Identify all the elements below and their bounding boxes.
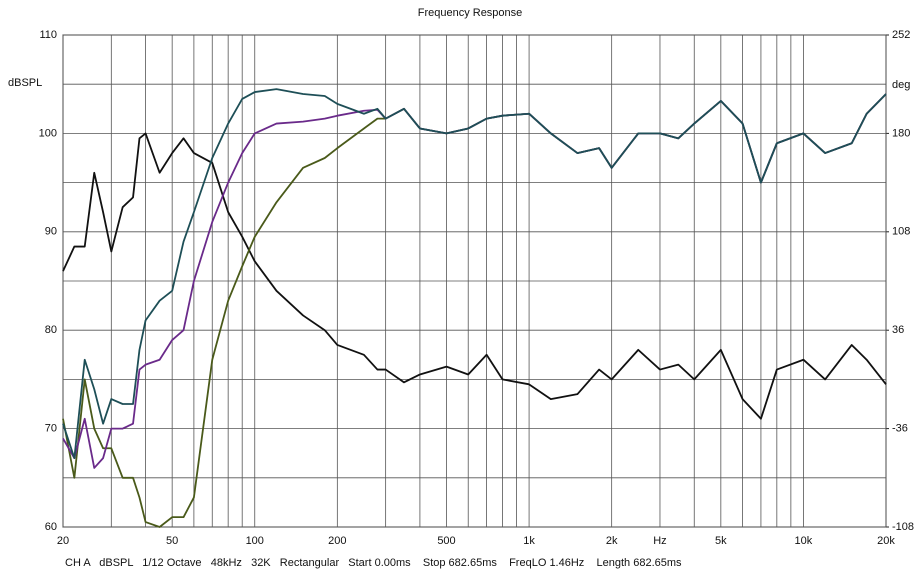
x-tick-label: 50 xyxy=(166,535,178,547)
footer: CH A dBSPL 1/12 Octave 48kHz 32K Rectang… xyxy=(65,557,682,569)
y2-tick-label: 36 xyxy=(892,324,904,336)
y2-tick-label: -108 xyxy=(892,521,914,533)
y-tick-label: 60 xyxy=(45,521,57,533)
x-tick-label: 500 xyxy=(437,535,455,547)
y-tick-label: 80 xyxy=(45,324,57,336)
y-tick-label: 90 xyxy=(45,226,57,238)
y-tick-label: 110 xyxy=(39,29,57,41)
x-tick-label: 20 xyxy=(57,535,69,547)
x-tick-label: 100 xyxy=(246,535,264,547)
series-line xyxy=(62,93,887,528)
y2-tick-label: 108 xyxy=(892,226,910,238)
x-tick-label: 5k xyxy=(715,535,727,547)
x-tick-label: 2k xyxy=(606,535,618,547)
y2-tick-label: -36 xyxy=(892,423,908,435)
y2-tick-label: 252 xyxy=(892,29,910,41)
series-line xyxy=(62,132,887,420)
chart-title: Frequency Response xyxy=(418,7,523,19)
x-tick-label: 10k xyxy=(795,535,813,547)
y-tick-label: 70 xyxy=(45,423,57,435)
x-tick-label: 200 xyxy=(328,535,346,547)
series-line xyxy=(62,88,887,460)
y-axis-label: dBSPL xyxy=(8,77,42,89)
y2-tick-label: 180 xyxy=(892,127,910,139)
x-tick-label: 1k xyxy=(523,535,535,547)
x-tick-label: 20k xyxy=(877,535,895,547)
y-tick-label: 100 xyxy=(39,127,57,139)
y2-axis-label: deg xyxy=(892,79,910,91)
x-tick-label: Hz xyxy=(653,535,666,547)
